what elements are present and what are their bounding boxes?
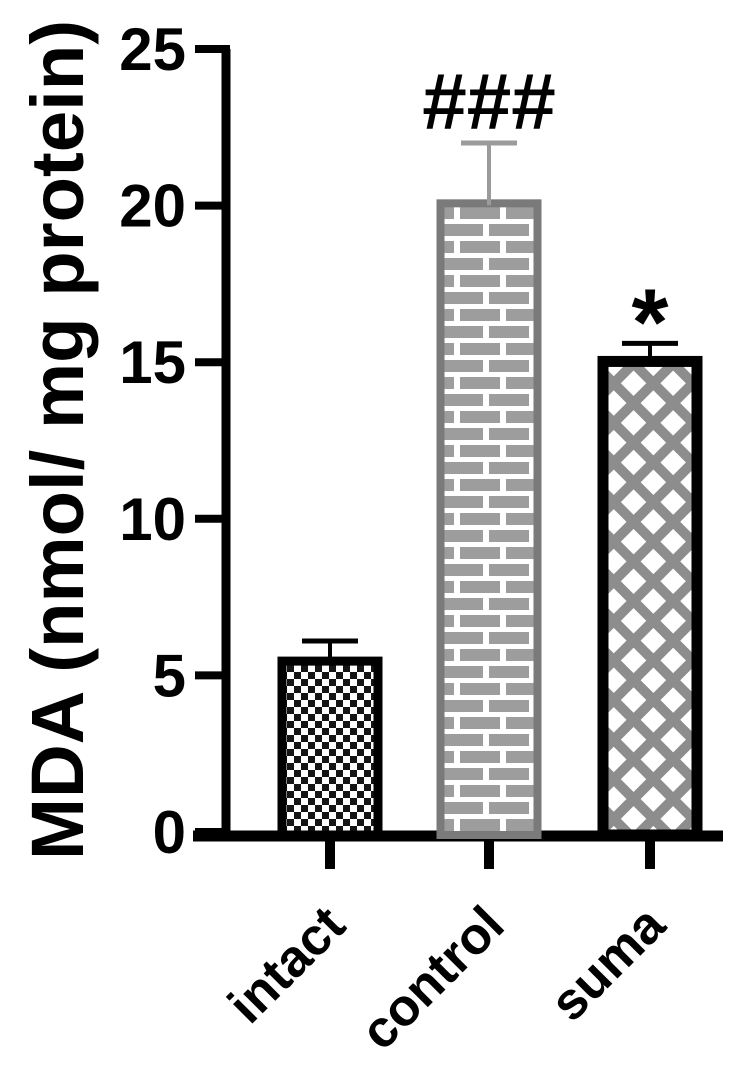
y-tick-label: 25 xyxy=(119,16,186,83)
x-category-label-intact: intact xyxy=(217,895,356,1034)
y-tick-label: 5 xyxy=(153,642,186,709)
annotations: ### * xyxy=(422,57,668,375)
bar-suma xyxy=(597,355,703,841)
y-tick-label: 0 xyxy=(153,799,186,866)
y-tick-label: 20 xyxy=(119,173,186,240)
x-category-label-control: control xyxy=(350,895,516,1061)
y-axis-ticks: 25 20 15 10 5 0 xyxy=(119,16,230,866)
error-bars xyxy=(302,140,678,663)
y-tick-label: 10 xyxy=(119,486,186,553)
bar-control xyxy=(436,199,542,839)
x-category-label-suma: suma xyxy=(539,895,677,1033)
y-tick-label: 15 xyxy=(119,329,186,396)
y-axis-title: MDA (nmol/ mg protein) xyxy=(16,20,99,860)
bar-intact xyxy=(277,656,383,840)
x-axis-ticks xyxy=(325,841,655,869)
annotation-asterisk-suma: * xyxy=(632,269,669,375)
x-category-labels: intact control suma xyxy=(217,895,677,1061)
bars xyxy=(277,199,703,841)
annotation-hash-control: ### xyxy=(422,57,555,146)
